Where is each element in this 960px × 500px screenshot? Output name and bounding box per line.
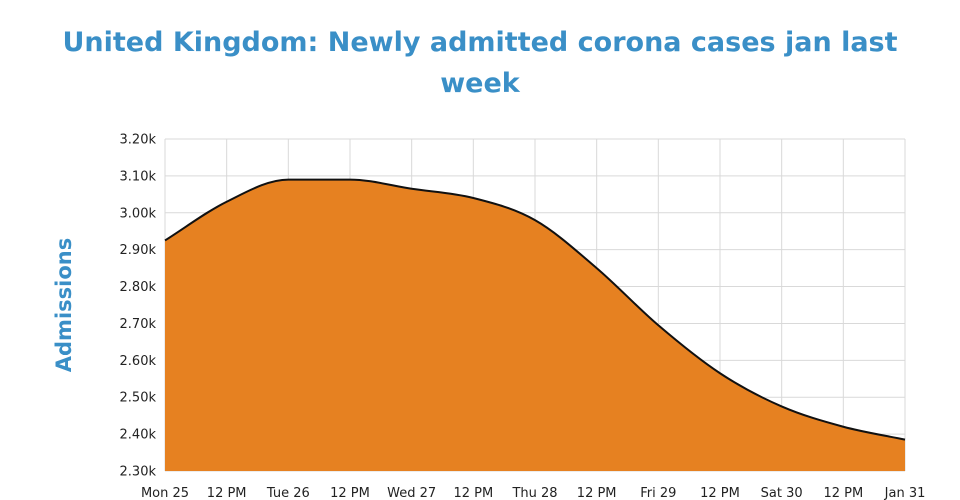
series-line [164,178,906,441]
x-tick-label: 12 PM [330,486,370,500]
x-tick-label: Sat 30 [761,486,803,500]
series-area-fill [165,179,905,472]
y-tick-label: 2.30k [120,465,157,480]
y-axis-ticks: 2.30k 2.40k 2.50k 2.60k 2.70k 2.80k 2.90k 3.00k… [120,133,157,480]
y-tick-label: 3.10k [120,169,157,184]
x-axis-ticks: Mon 25 12 PM Tue 26 12 PM Wed 27 12 PM Thu 28 1… [141,486,925,500]
x-tick-label: Mon 25 [141,486,189,500]
y-tick-label: 2.40k [120,428,157,443]
series-area [164,178,906,472]
x-tick-label: Thu 28 [511,486,557,500]
y-tick-label: 3.20k [120,133,157,148]
x-tick-label: 12 PM [577,486,617,500]
x-tick-label: 12 PM [207,486,247,500]
x-tick-label: Fri 29 [640,486,676,500]
chart-title: United Kingdom: Newly admitted corona ca… [62,27,898,99]
x-tick-label: Wed 27 [387,486,436,500]
y-tick-label: 2.50k [120,391,157,406]
x-tick-label: 12 PM [700,486,740,500]
y-tick-label: 2.60k [120,354,157,369]
y-tick-label: 2.80k [120,280,157,295]
x-tick-label: 12 PM [453,486,493,500]
y-tick-label: 2.90k [120,243,157,258]
x-tick-label: Tue 26 [266,486,310,500]
y-tick-label: 3.00k [120,206,157,221]
x-tick-label: Jan 31 [884,486,926,500]
y-tick-label: 2.70k [120,317,157,332]
x-tick-label: 12 PM [823,486,863,500]
